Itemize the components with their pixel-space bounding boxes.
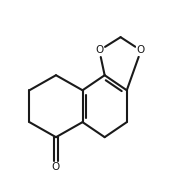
Text: O: O bbox=[95, 45, 104, 55]
Text: O: O bbox=[137, 45, 145, 55]
Text: O: O bbox=[52, 162, 60, 172]
